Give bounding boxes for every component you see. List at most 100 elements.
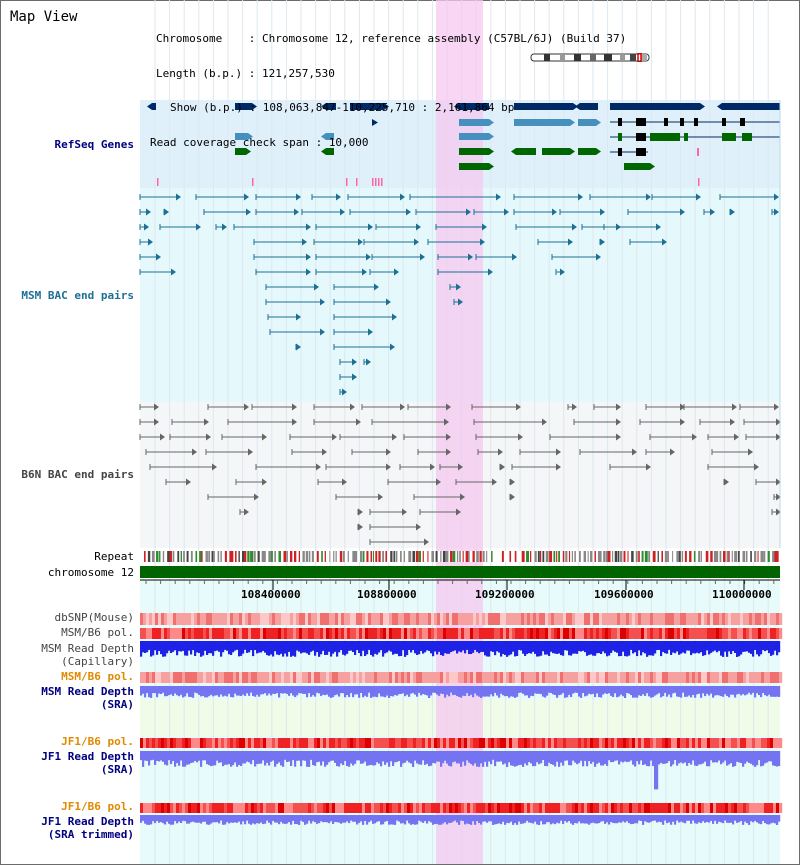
jf1-depth-sra-sub: (SRA) [100, 763, 134, 776]
axis-tick-label: 109600000 [594, 588, 654, 601]
heatmap-cell [704, 613, 708, 625]
msm-depth-cap-label[interactable]: MSM Read Depth [41, 642, 134, 655]
bac-end-arrow [368, 328, 373, 336]
heatmap-cell [347, 672, 351, 683]
msm-depth-sra-label[interactable]: MSM Read Depth [41, 685, 134, 698]
depth-bar [324, 641, 327, 655]
repeat-element [442, 551, 446, 562]
bac-end-arrow [734, 433, 739, 441]
depth-bar [690, 686, 693, 698]
depth-bar [466, 641, 469, 650]
heatmap-cell [275, 613, 279, 625]
gene-tick [252, 178, 254, 186]
heatmap-cell [680, 803, 684, 813]
depth-bar [276, 815, 279, 823]
depth-bar [376, 641, 379, 655]
heatmap-cell [356, 672, 360, 683]
depth-bar [238, 815, 241, 822]
depth-bar [310, 751, 313, 760]
depth-bar [620, 641, 623, 656]
depth-bar [544, 641, 547, 655]
refseq-genes-label[interactable]: RefSeq Genes [54, 138, 134, 151]
depth-bar [520, 686, 523, 693]
heatmap-cell [197, 672, 201, 683]
heatmap-cell [236, 803, 240, 813]
repeat-element [667, 551, 669, 562]
heatmap-cell [293, 803, 297, 813]
bac-end-arrow [316, 463, 321, 471]
depth-bar [778, 641, 781, 653]
depth-bar [678, 641, 681, 655]
depth-bar [732, 815, 735, 825]
gene-arrow [252, 103, 257, 110]
heatmap-cell [542, 738, 546, 748]
depth-bar [438, 686, 441, 696]
jf1-b6-pol-label[interactable]: JF1/B6 pol. [61, 735, 134, 748]
depth-bar [420, 751, 423, 765]
depth-bar [634, 686, 637, 698]
dbsnp-label[interactable]: dbSNP(Mouse) [54, 611, 134, 624]
repeat-element [339, 551, 343, 562]
heatmap-cell [230, 613, 234, 625]
jf1-depth-trim-label[interactable]: JF1 Read Depth [41, 815, 134, 828]
axis-tick-label: 108800000 [357, 588, 417, 601]
depth-bar [484, 641, 487, 656]
depth-bar [332, 641, 335, 654]
heatmap-cell [278, 628, 282, 639]
msm-b6-pol-sra-label[interactable]: MSM/B6 pol. [61, 670, 134, 683]
heatmap-cell [695, 803, 699, 813]
msm-b6-pol-label[interactable]: MSM/B6 pol. [61, 626, 134, 639]
heatmap-cell [347, 628, 351, 639]
repeat-element [728, 551, 730, 562]
heatmap-cell [761, 613, 765, 625]
depth-bar [442, 815, 445, 824]
b6n-bac-label[interactable]: B6N BAC end pairs [21, 468, 134, 481]
heatmap-cell [512, 803, 516, 813]
heatmap-cell [326, 803, 330, 813]
depth-bar [690, 641, 693, 656]
msm-bac-label[interactable]: MSM BAC end pairs [21, 289, 134, 302]
depth-bar [180, 686, 183, 695]
heatmap-cell [443, 628, 447, 639]
heatmap-cell [698, 628, 702, 639]
depth-bar [478, 815, 481, 823]
depth-bar [284, 686, 287, 694]
depth-bar [274, 641, 277, 652]
heatmap-cell [191, 803, 195, 813]
chromosome-ideogram[interactable] [530, 53, 652, 62]
depth-bar [414, 641, 417, 654]
depth-bar [264, 751, 267, 766]
heatmap-cell [167, 803, 171, 813]
depth-bar [500, 641, 503, 657]
heatmap-cell [443, 613, 447, 625]
heatmap-cell [446, 803, 450, 813]
repeat-element [631, 551, 634, 562]
depth-bar [300, 641, 303, 654]
jf1-depth-sra-label[interactable]: JF1 Read Depth [41, 750, 134, 763]
heatmap-cell [536, 628, 540, 639]
heatmap-cell [374, 672, 378, 683]
depth-bar [156, 815, 159, 821]
jf1-b6-pol-trim-label[interactable]: JF1/B6 pol. [61, 800, 134, 813]
depth-bar [596, 641, 599, 654]
depth-bar [244, 686, 247, 696]
heatmap-cell [614, 613, 618, 625]
depth-bar [492, 641, 495, 652]
depth-bar [476, 686, 479, 696]
depth-bar [422, 686, 425, 695]
heatmap-cell [650, 628, 654, 639]
heatmap-cell [269, 628, 273, 639]
bac-end-arrow [446, 403, 451, 411]
repeat-element [190, 551, 193, 562]
heatmap-cell [722, 803, 726, 813]
depth-bar [364, 686, 367, 696]
depth-bar [326, 686, 329, 695]
heatmap-cell [320, 628, 324, 639]
heatmap-cell [218, 672, 222, 683]
heatmap-cell [161, 628, 165, 639]
depth-bar [198, 751, 201, 761]
heatmap-cell [395, 628, 399, 639]
depth-bar [424, 686, 427, 695]
depth-bar [286, 641, 289, 657]
